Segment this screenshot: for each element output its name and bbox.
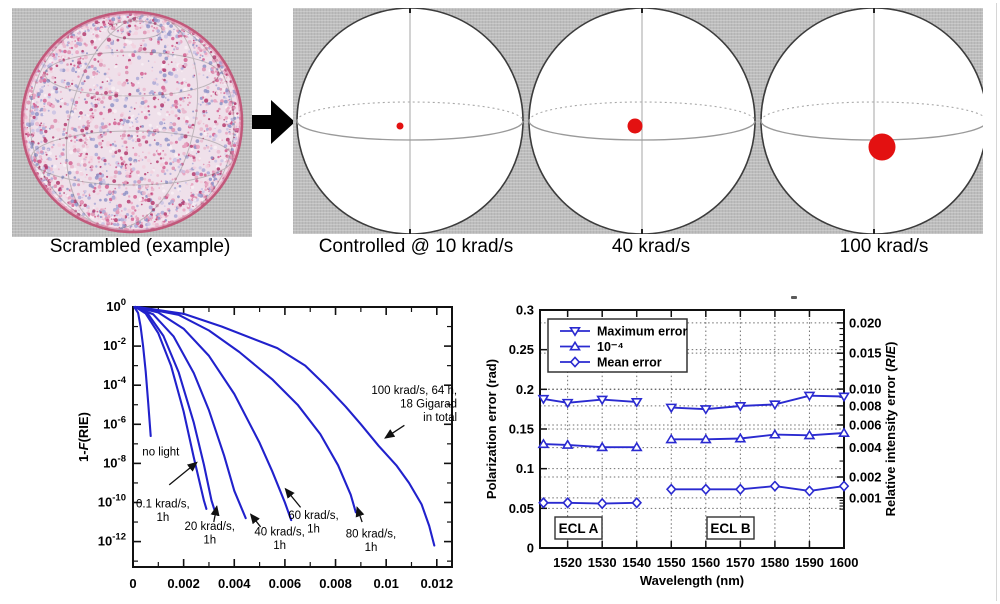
svg-text:1h: 1h xyxy=(156,512,169,524)
svg-text:0.002: 0.002 xyxy=(849,470,882,485)
svg-text:0: 0 xyxy=(527,541,534,556)
svg-text:1h: 1h xyxy=(365,542,378,554)
svg-text:0.25: 0.25 xyxy=(509,342,534,357)
controlled-poincare-spheres xyxy=(296,8,983,234)
svg-text:0.2: 0.2 xyxy=(516,382,534,397)
svg-text:Mean error: Mean error xyxy=(597,356,662,370)
svg-text:1580: 1580 xyxy=(760,555,789,570)
svg-text:Polarization error (rad): Polarization error (rad) xyxy=(484,359,499,499)
svg-text:10-4: 10-4 xyxy=(103,375,127,392)
svg-text:1560: 1560 xyxy=(691,555,720,570)
svg-text:80 krad/s,: 80 krad/s, xyxy=(346,529,397,541)
svg-text:100: 100 xyxy=(106,297,126,314)
error-vs-wavelength-chart: 1520 1530 1540 1550 1560 1570 1580 1590 1600 0 0.0… xyxy=(484,303,898,589)
svg-text:1590: 1590 xyxy=(795,555,824,570)
svg-text:0.1 krad/s,: 0.1 krad/s, xyxy=(136,498,190,510)
svg-text:Relative intensity error (RIE): Relative intensity error (RIE) xyxy=(883,342,898,517)
svg-text:in total: in total xyxy=(423,412,457,424)
svg-text:0.05: 0.05 xyxy=(509,501,534,516)
svg-text:0.15: 0.15 xyxy=(509,422,534,437)
svg-text:0.001: 0.001 xyxy=(849,490,882,505)
svg-text:no light: no light xyxy=(142,447,180,459)
controlled-caption-10krad: Controlled @ 10 krad/s xyxy=(318,236,514,257)
svg-text:1570: 1570 xyxy=(726,555,755,570)
svg-text:1-F(RIE): 1-F(RIE) xyxy=(76,412,91,462)
svg-text:0.004: 0.004 xyxy=(218,576,251,591)
right-arrow-icon xyxy=(252,100,295,144)
svg-text:0.006: 0.006 xyxy=(269,576,302,591)
svg-text:10-12: 10-12 xyxy=(98,532,126,549)
scrambled-poincare-sphere xyxy=(20,10,244,234)
svg-text:1h: 1h xyxy=(203,534,216,546)
controlled-caption-100krad: 100 krad/s xyxy=(839,236,929,257)
svg-text:0.008: 0.008 xyxy=(319,576,352,591)
svg-text:0.015: 0.015 xyxy=(849,346,882,361)
svg-text:Wavelength (nm): Wavelength (nm) xyxy=(640,573,744,588)
svg-text:1540: 1540 xyxy=(622,555,651,570)
svg-text:0: 0 xyxy=(129,576,136,591)
svg-text:0.020: 0.020 xyxy=(849,315,882,330)
svg-text:1h: 1h xyxy=(307,523,320,535)
svg-text:20 krad/s,: 20 krad/s, xyxy=(184,521,235,533)
svg-text:ECL B: ECL B xyxy=(710,521,751,536)
svg-text:10-6: 10-6 xyxy=(103,414,126,431)
svg-text:1530: 1530 xyxy=(588,555,617,570)
svg-text:0.012: 0.012 xyxy=(421,576,454,591)
svg-text:1550: 1550 xyxy=(657,555,686,570)
svg-text:1520: 1520 xyxy=(553,555,582,570)
stray-mark xyxy=(791,296,797,299)
svg-text:1600: 1600 xyxy=(830,555,859,570)
rie-distribution-chart: 0 0.002 0.004 0.006 0.008 0.01 0.012 100 10-2 10-… xyxy=(76,297,457,591)
controlled-caption-40krad: 40 krad/s xyxy=(611,236,691,257)
svg-text:0.004: 0.004 xyxy=(849,440,882,455)
svg-text:10-8: 10-8 xyxy=(103,453,126,470)
svg-text:ECL A: ECL A xyxy=(559,521,599,536)
svg-text:0.008: 0.008 xyxy=(849,398,882,413)
scrambled-sphere-panel xyxy=(12,8,252,237)
svg-text:18 Gigarad: 18 Gigarad xyxy=(400,398,457,410)
svg-text:0.010: 0.010 xyxy=(849,382,882,397)
scrambled-caption: Scrambled (example) xyxy=(49,236,231,257)
svg-text:0.01: 0.01 xyxy=(374,576,399,591)
svg-text:Maximum error: Maximum error xyxy=(597,325,687,339)
svg-text:60 krad/s,: 60 krad/s, xyxy=(288,510,339,522)
svg-text:0.006: 0.006 xyxy=(849,417,882,432)
svg-text:10⁻⁴: 10⁻⁴ xyxy=(597,340,624,354)
svg-text:10-2: 10-2 xyxy=(103,336,126,353)
svg-text:100 krad/s, 64 h,: 100 krad/s, 64 h, xyxy=(371,385,457,397)
svg-text:0.1: 0.1 xyxy=(516,461,534,476)
page-edge-line xyxy=(996,3,997,601)
svg-text:0.002: 0.002 xyxy=(167,576,200,591)
svg-text:0.3: 0.3 xyxy=(516,303,534,318)
controlled-spheres-panel xyxy=(293,8,983,234)
svg-text:1h: 1h xyxy=(273,540,286,552)
svg-text:40 krad/s,: 40 krad/s, xyxy=(254,527,305,539)
svg-text:10-10: 10-10 xyxy=(98,492,126,509)
